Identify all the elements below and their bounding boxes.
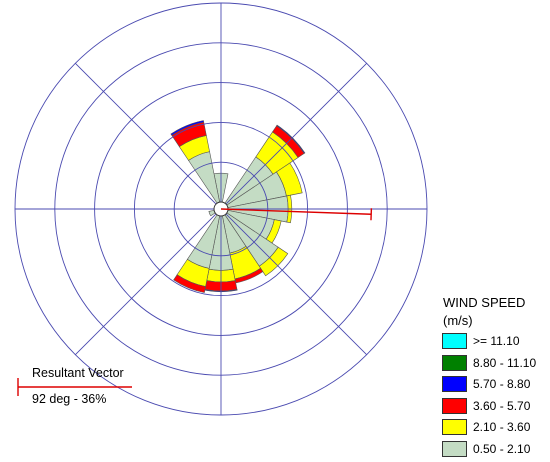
sector-337.5-bin-0 (188, 152, 219, 204)
legend-title-text: WIND SPEED (443, 294, 550, 312)
legend-item: 8.80 - 11.10 (442, 354, 550, 374)
legend-swatch (442, 441, 467, 457)
legend-item: >= 11.10 (442, 332, 550, 352)
legend-swatch (442, 419, 467, 435)
legend-item: 2.10 - 3.60 (442, 418, 550, 438)
legend-title: WIND SPEED (m/s) (443, 294, 550, 330)
legend-label: 5.70 - 8.80 (473, 377, 530, 391)
legend-label: 3.60 - 5.70 (473, 399, 530, 413)
legend: >= 11.10 8.80 - 11.10 5.70 - 8.80 3.60 - 5.… (442, 332, 550, 462)
resultant-vector-value: 92 deg - 36% (32, 392, 106, 406)
legend-swatch (442, 376, 467, 392)
legend-item: 3.60 - 5.70 (442, 397, 550, 417)
legend-item: 5.70 - 8.80 (442, 375, 550, 395)
sectors-layer (171, 121, 305, 293)
legend-swatch (442, 333, 467, 349)
resultant-vector-label: Resultant Vector (32, 366, 124, 380)
legend-swatch (442, 355, 467, 371)
grid-spoke-135 (226, 214, 367, 355)
legend-label: >= 11.10 (473, 334, 520, 348)
legend-unit-text: (m/s) (443, 312, 550, 330)
legend-label: 2.10 - 3.60 (473, 420, 530, 434)
legend-swatch (442, 398, 467, 414)
legend-label: 0.50 - 2.10 (473, 442, 530, 456)
legend-label: 8.80 - 11.10 (473, 356, 536, 370)
